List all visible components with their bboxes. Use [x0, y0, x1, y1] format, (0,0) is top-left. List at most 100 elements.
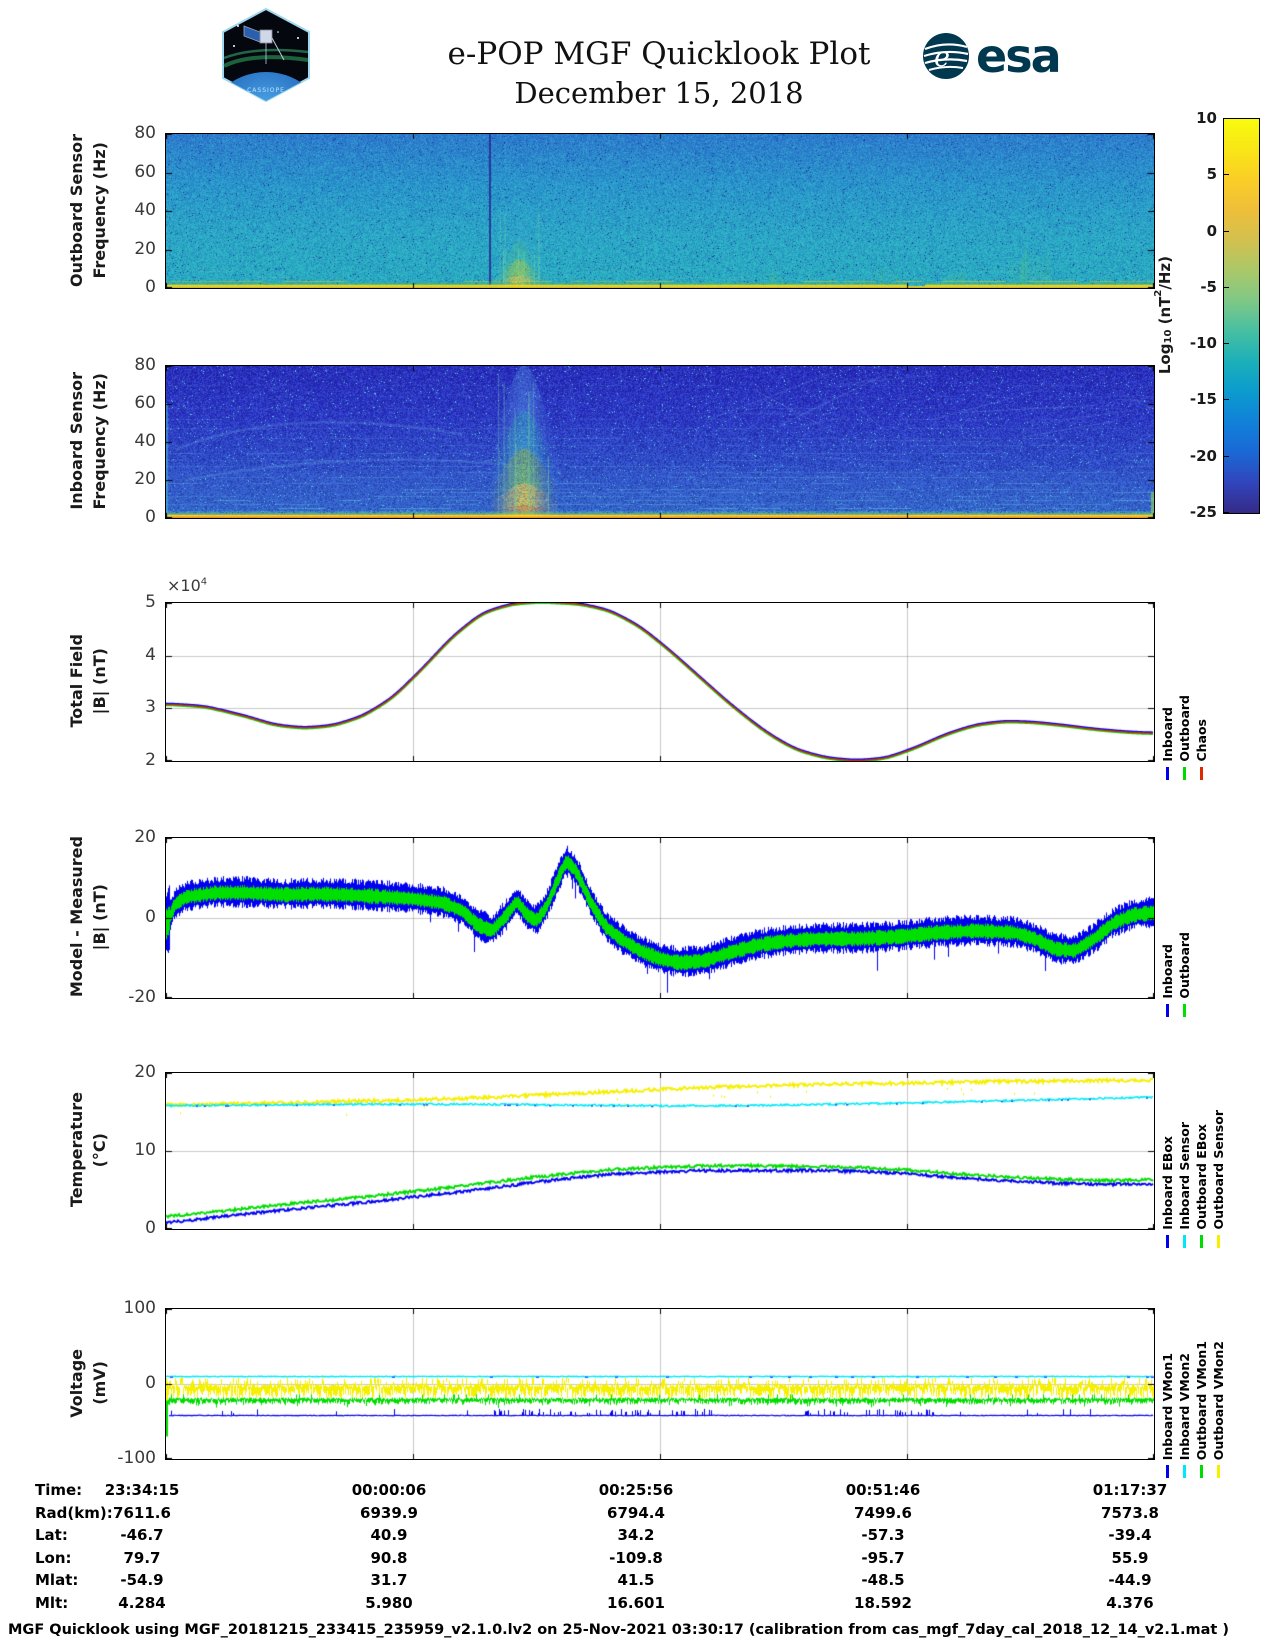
table-row-label: Time: — [35, 1481, 83, 1499]
mission-patch-image: CASSIOPE — [222, 7, 310, 103]
table-cell: -48.5 — [861, 1571, 905, 1590]
legend-label: Outboard VMon2 — [1210, 1340, 1226, 1460]
plot-area-model-minus-measured — [165, 837, 1155, 999]
table-cell: 4.284 — [118, 1594, 166, 1612]
table-cell: 23:34:15 — [104, 1481, 180, 1499]
legend-label: Outboard — [1176, 932, 1192, 999]
y-axis-label-line: Model - Measured — [67, 836, 86, 998]
y-axis-label-line: Outboard Sensor — [67, 133, 86, 287]
legend-entry: Outboard EBox — [1193, 1072, 1209, 1248]
chart-canvas-voltage-monitors — [166, 1309, 1154, 1459]
table-cell: -54.9 — [120, 1571, 164, 1590]
table-cell: 41.5 — [617, 1571, 655, 1590]
table-cell: 00:00:06 — [351, 1481, 427, 1499]
y-tick-label: 5 — [145, 592, 156, 612]
colorbar-tick-mark — [1224, 343, 1229, 344]
legend-label: Inboard — [1159, 707, 1175, 762]
table-row-label: Rad(km): — [35, 1503, 113, 1522]
colorbar-tick-label: -20 — [1189, 446, 1217, 465]
legend-marker — [1165, 1465, 1169, 1478]
panel-temperature: Temperature (°C) 0 10 20 Inboard EBox Inboard … — [0, 1062, 1275, 1258]
panel-voltage-monitors: Voltage (mV) -100 0 100 Inboard VMon1 Inboard … — [0, 1298, 1275, 1488]
y-tick-label: 60 — [134, 161, 156, 182]
y-tick-label: 4 — [145, 644, 156, 665]
legend-marker — [1199, 1465, 1203, 1478]
chart-canvas-outboard-sensor-spectrogram — [166, 134, 1154, 288]
colorbar-tick-label: -15 — [1189, 390, 1217, 409]
legend-marker — [1182, 1004, 1186, 1017]
esa-globe-icon: e — [923, 33, 969, 79]
legend-marker — [1165, 1235, 1169, 1248]
colorbar-tick-label: 0 — [1206, 221, 1217, 240]
table-cell: -95.7 — [861, 1548, 905, 1567]
y-tick-label: 0 — [145, 1373, 156, 1393]
y-tick-label: 0 — [145, 277, 156, 297]
page-date: December 15, 2018 — [514, 76, 804, 110]
legend-marker — [1199, 767, 1203, 780]
legend-label: Outboard — [1176, 695, 1192, 762]
legend-entry: Outboard — [1176, 602, 1192, 780]
y-tick-label: -20 — [128, 987, 156, 1007]
colorbar-tick-mark — [1224, 118, 1229, 119]
y-axis-label-line: Voltage — [67, 1348, 86, 1418]
y-tick-label: 20 — [134, 827, 156, 847]
table-cell: 00:25:56 — [598, 1481, 674, 1499]
colorbar-tick-label: 10 — [1196, 109, 1217, 127]
table-row-label: Lat: — [35, 1526, 68, 1545]
colorbar-gradient — [1223, 118, 1260, 514]
y-tick-label: 40 — [134, 431, 156, 451]
y-tick-label: 40 — [134, 200, 156, 220]
esa-e-glyph: e — [934, 42, 950, 73]
table-cell: 34.2 — [617, 1526, 655, 1545]
legend-entry: Inboard Sensor — [1176, 1072, 1192, 1248]
table-cell: -109.8 — [609, 1548, 663, 1567]
table-cell: 01:17:37 — [1092, 1481, 1168, 1499]
colorbar-tick-label: -5 — [1200, 277, 1217, 296]
table-cell: 18.592 — [854, 1594, 912, 1612]
y-tick-label: 20 — [134, 238, 156, 259]
legend-label: Outboard VMon1 — [1193, 1340, 1209, 1460]
legend-label: Outboard Sensor — [1210, 1110, 1226, 1230]
y-tick-label: 80 — [134, 123, 156, 143]
colorbar-tick-mark — [1224, 512, 1229, 513]
table-cell: 79.7 — [123, 1548, 161, 1567]
legend-marker — [1199, 1235, 1203, 1248]
table-cell: 7611.6 — [113, 1503, 171, 1522]
table-cell: 5.980 — [365, 1594, 413, 1612]
legend-marker — [1182, 767, 1186, 780]
plot-area-voltage-monitors — [165, 1308, 1155, 1460]
legend-marker — [1165, 1004, 1169, 1017]
y-tick-label: 60 — [134, 393, 156, 413]
chart-canvas-total-field — [166, 603, 1154, 761]
colorbar-tick-label: -25 — [1189, 503, 1217, 521]
table-cell: -46.7 — [120, 1526, 164, 1545]
table-cell: 40.9 — [370, 1526, 408, 1545]
table-row-label: Mlt: — [35, 1594, 69, 1612]
colorbar-tick-label: -10 — [1189, 334, 1217, 353]
footer-caption: MGF Quicklook using MGF_20181215_233415_… — [8, 1622, 1230, 1638]
y-tick-label: 0 — [145, 907, 156, 927]
y-axis-label-line: Inboard Sensor — [67, 372, 86, 510]
table-cell: -44.9 — [1108, 1571, 1152, 1590]
y-axis-label-line: Total Field — [67, 634, 86, 728]
colorbar-tick-mark — [1224, 456, 1229, 457]
patch-label: CASSIOPE — [247, 87, 285, 94]
esa-logo: e esa — [920, 30, 1062, 82]
legend-entry: Inboard — [1159, 602, 1175, 780]
legend-label: Chaos — [1193, 719, 1209, 762]
table-cell: 90.8 — [370, 1548, 408, 1567]
legend-total-field: Inboard Outboard Chaos — [1159, 602, 1209, 780]
y-tick-label: 10 — [134, 1140, 156, 1160]
legend-marker — [1182, 1465, 1186, 1478]
legend-model-minus-measured: Inboard Outboard — [1159, 837, 1192, 1017]
colorbar-tick-mark — [1224, 231, 1229, 232]
legend-temperature: Inboard EBox Inboard Sensor Outboard EBox O… — [1159, 1072, 1226, 1248]
table-row-label: Lon: — [35, 1548, 72, 1567]
legend-entry: Inboard VMon2 — [1176, 1308, 1192, 1478]
table-cell: 6794.4 — [607, 1503, 665, 1522]
legend-entry: Inboard VMon1 — [1159, 1308, 1175, 1478]
y-tick-label: 80 — [134, 355, 156, 375]
y-axis-label-line: Temperature — [67, 1092, 86, 1208]
table-cell: 4.376 — [1106, 1594, 1154, 1612]
